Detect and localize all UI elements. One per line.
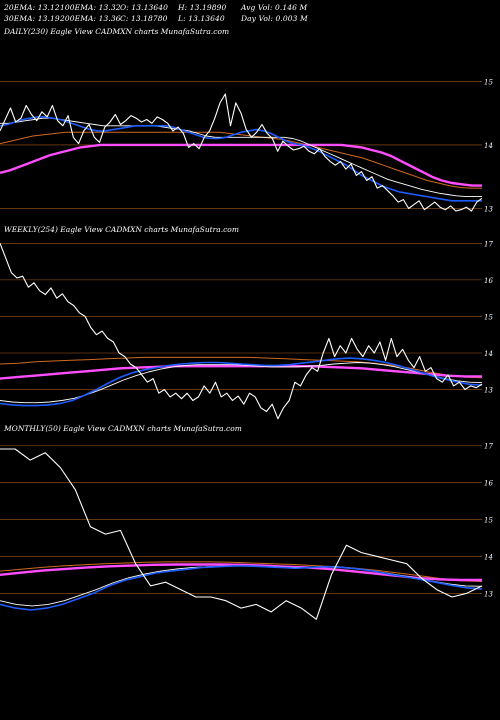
daily-price-line <box>0 93 483 212</box>
monthly-panel: MONTHLY(50) Eagle View CADMXN charts Mun… <box>0 424 493 620</box>
weekly-ema-long-line <box>0 365 482 380</box>
daily-tick-label: 15 <box>484 78 493 86</box>
daily-tick-label: 14 <box>484 142 493 150</box>
low-readout: L: 13.13640 <box>178 14 225 23</box>
daily-panel: DAILY(230) Eagle View CADMXN charts Muna… <box>0 27 493 213</box>
ema30-readout: 30EMA: 13.19 <box>4 14 60 23</box>
daily-tick-label: 13 <box>484 205 493 213</box>
avg-vol-readout: Avg Vol: 0.146 M <box>241 3 308 12</box>
daily-ema-short-line <box>0 116 482 202</box>
weekly-tick-label: 13 <box>484 387 493 395</box>
open-readout: O: 13.13640 <box>120 3 168 12</box>
monthly-tick-label: 17 <box>484 442 493 450</box>
weekly-tick-label: 16 <box>484 277 493 285</box>
high-readout: H: 13.19890 <box>178 3 227 12</box>
weekly-price-line <box>0 243 483 420</box>
daily-ema-long-line <box>0 143 482 187</box>
monthly-ema-orange-line <box>0 561 483 582</box>
day-vol-readout: Day Vol: 0.003 M <box>241 14 308 23</box>
weekly-ema-short-line <box>0 357 483 407</box>
daily-ema-mid-line <box>0 117 482 197</box>
monthly-tick-label: 15 <box>484 516 493 524</box>
weekly-panel: WEEKLY(254) Eagle View CADMXN charts Mun… <box>0 225 493 420</box>
ema200-readout: 200EMA: 13.36 <box>60 14 121 23</box>
weekly-ema-orange-line <box>0 356 483 379</box>
weekly-tick-label: 17 <box>484 240 493 248</box>
weekly-tick-label: 14 <box>484 350 493 358</box>
monthly-tick-label: 14 <box>484 553 493 561</box>
daily-title: DAILY(230) Eagle View CADMXN charts Muna… <box>3 27 229 36</box>
close-readout: C: 13.18780 <box>120 14 168 23</box>
weekly-title: WEEKLY(254) Eagle View CADMXN charts Mun… <box>4 225 239 234</box>
monthly-ema-mid-line <box>0 565 483 607</box>
ema20-readout: 20EMA: 13.12 <box>4 3 60 12</box>
monthly-ema-short-line <box>0 565 483 611</box>
monthly-tick-label: 13 <box>484 590 493 598</box>
monthly-price-line <box>0 448 483 620</box>
daily-ema-orange-line <box>0 131 482 189</box>
ema100-readout: 100EMA: 13.32 <box>60 3 121 12</box>
monthly-tick-label: 16 <box>484 479 493 487</box>
weekly-tick-label: 15 <box>484 313 493 321</box>
monthly-title: MONTHLY(50) Eagle View CADMXN charts Mun… <box>3 424 242 433</box>
